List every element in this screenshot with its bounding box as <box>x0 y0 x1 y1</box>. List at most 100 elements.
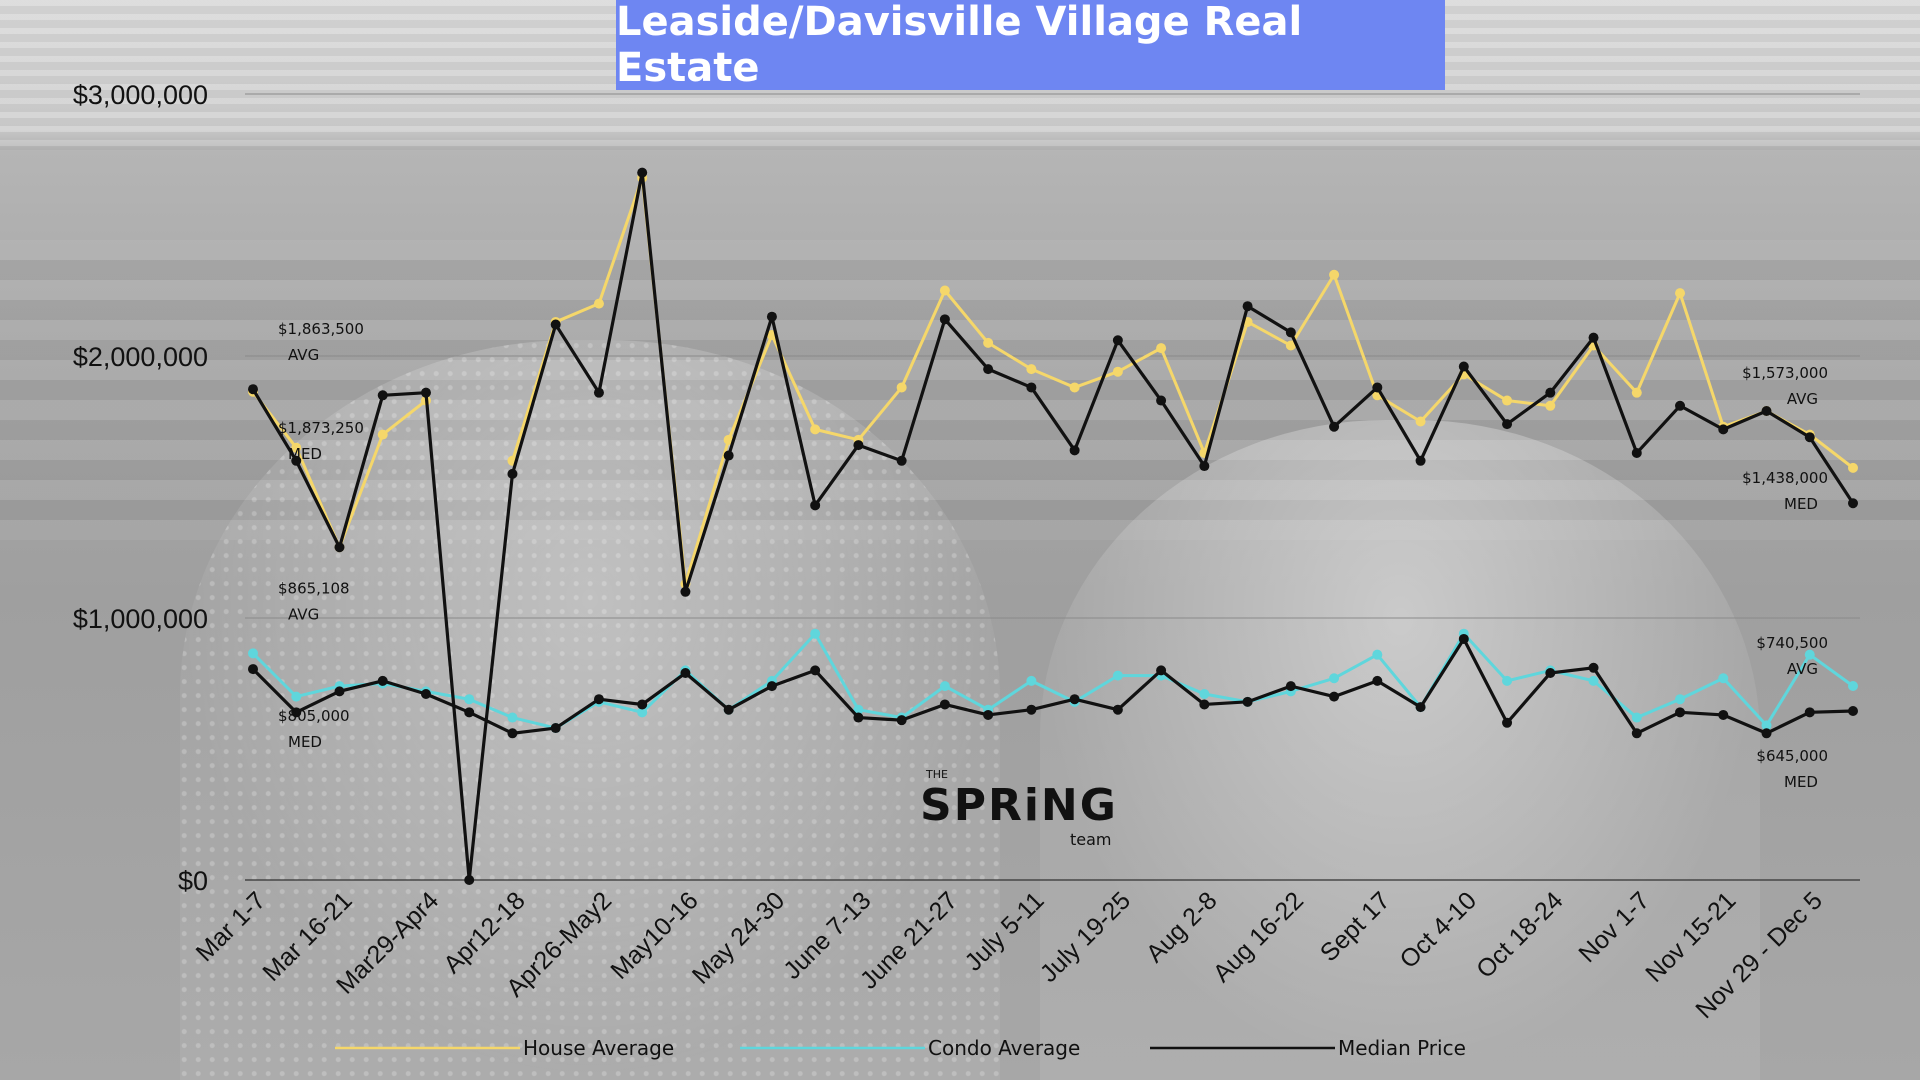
x-tick-label: Oct 4-10 <box>1394 886 1482 974</box>
annotation-label: $1,873,250 <box>278 419 364 437</box>
data-point <box>1329 421 1340 432</box>
data-point <box>637 707 648 718</box>
data-point <box>550 723 561 734</box>
data-point <box>1026 704 1037 715</box>
data-point <box>593 694 604 705</box>
data-point <box>1069 445 1080 456</box>
x-tick-label: Sept 17 <box>1315 886 1396 967</box>
data-point <box>464 694 475 705</box>
data-point <box>1458 361 1469 372</box>
data-point <box>1761 406 1772 417</box>
data-point <box>1675 400 1686 411</box>
data-point <box>420 688 431 699</box>
data-point <box>1804 707 1815 718</box>
annotation-label: $865,108 <box>278 579 350 597</box>
y-tick-label: $1,000,000 <box>73 604 208 634</box>
y-tick-label: $3,000,000 <box>73 80 208 110</box>
x-tick-label: July 5-11 <box>959 886 1049 976</box>
data-point <box>1502 675 1513 686</box>
data-point <box>1372 675 1383 686</box>
data-point <box>1329 673 1340 684</box>
data-point <box>1285 340 1296 351</box>
data-point <box>939 314 950 325</box>
data-point <box>680 668 691 679</box>
data-point <box>637 699 648 710</box>
annotation-label: MED <box>1784 495 1818 513</box>
legend-label: House Average <box>523 1036 674 1060</box>
annotation-label: MED <box>288 733 322 751</box>
data-point <box>1502 419 1513 430</box>
annotation-label: AVG <box>1787 660 1818 678</box>
legend-label: Median Price <box>1338 1036 1466 1060</box>
annotation-label: $740,500 <box>1756 634 1828 652</box>
data-point <box>810 665 821 676</box>
annotation-label: $645,000 <box>1756 747 1828 765</box>
data-point <box>637 167 648 178</box>
data-point <box>1502 395 1513 406</box>
data-point <box>334 542 345 553</box>
x-tick-label: Oct 18-24 <box>1471 886 1568 983</box>
data-point <box>1069 694 1080 705</box>
series-line-house-average <box>251 390 427 549</box>
data-point <box>680 586 691 597</box>
data-point <box>1631 712 1642 723</box>
x-tick-label: Aug 2-8 <box>1141 886 1223 968</box>
data-point <box>1242 301 1253 312</box>
data-point <box>248 664 258 675</box>
data-point <box>853 704 864 715</box>
data-point <box>983 364 994 375</box>
data-point <box>1069 382 1080 393</box>
data-point <box>1112 670 1123 681</box>
background-person-right <box>1040 420 1760 1080</box>
data-point <box>1112 366 1123 377</box>
data-point <box>1285 681 1296 692</box>
data-point <box>1199 699 1210 710</box>
data-point <box>1026 675 1037 686</box>
data-point <box>939 699 950 710</box>
data-point <box>1848 706 1858 717</box>
data-point <box>939 681 950 692</box>
data-point <box>377 675 388 686</box>
data-point <box>810 424 821 435</box>
data-point <box>1631 728 1642 739</box>
data-point <box>1415 455 1426 466</box>
data-point <box>248 648 258 659</box>
series-line-condo-average <box>251 632 1854 730</box>
data-point <box>248 384 258 395</box>
annotation-label: $805,000 <box>278 707 350 725</box>
data-point <box>593 387 604 398</box>
data-point <box>853 712 864 723</box>
data-point <box>593 298 604 309</box>
data-point <box>1372 382 1383 393</box>
data-point <box>1675 694 1686 705</box>
data-point <box>983 709 994 720</box>
data-point <box>1242 696 1253 707</box>
y-tick-label: $0 <box>178 866 208 896</box>
data-point <box>1588 675 1599 686</box>
data-point <box>507 728 518 739</box>
data-point <box>550 319 561 330</box>
legend-label: Condo Average <box>928 1036 1080 1060</box>
annotation-label: AVG <box>288 346 319 364</box>
data-point <box>291 442 302 453</box>
data-point <box>1156 395 1167 406</box>
data-point <box>377 429 388 440</box>
data-point <box>1156 665 1167 676</box>
chart-title: Leaside/Davisville Village Real Estate <box>616 0 1445 91</box>
logo-top-text: THE <box>926 768 948 781</box>
data-point <box>1804 432 1815 443</box>
data-point <box>1631 447 1642 458</box>
data-point <box>464 875 475 885</box>
data-point <box>1761 728 1772 739</box>
data-point <box>420 387 431 398</box>
data-point <box>1502 717 1513 728</box>
series-line-house-average <box>511 176 1854 586</box>
spring-team-logo: THE SPRiNG team <box>920 768 1120 858</box>
data-point <box>896 715 907 726</box>
annotation-label: $1,438,000 <box>1742 469 1828 487</box>
data-point <box>766 311 777 322</box>
data-point <box>334 686 345 697</box>
data-point <box>1545 387 1556 398</box>
data-point <box>1329 269 1340 280</box>
